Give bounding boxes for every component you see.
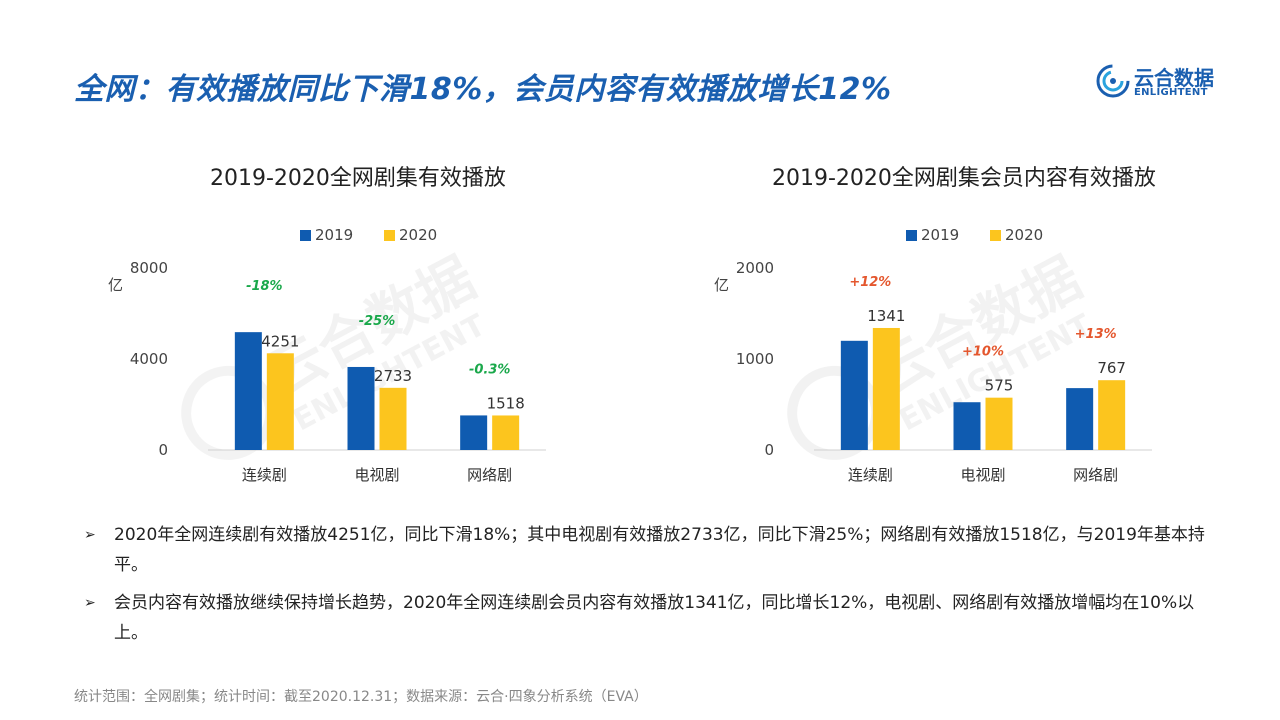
bullet-text: 2020年全网连续剧有效播放4251亿，同比下滑18%；其中电视剧有效播放273… bbox=[114, 525, 1205, 575]
bar-2020-网络剧 bbox=[1098, 380, 1126, 450]
logo-brand-text: 云合数据 bbox=[1134, 66, 1214, 90]
bar-2019-网络剧 bbox=[1066, 388, 1094, 450]
y-tick-label: 4000 bbox=[130, 350, 168, 368]
bar-2019-网络剧 bbox=[460, 415, 488, 450]
change-annotation: +10% bbox=[962, 345, 1004, 360]
y-tick-label: 1000 bbox=[736, 350, 774, 368]
legend-swatch-2020 bbox=[384, 230, 395, 241]
change-annotation: +13% bbox=[1075, 327, 1117, 342]
legend-swatch-2020 bbox=[990, 230, 1001, 241]
y-tick-label: 8000 bbox=[130, 259, 168, 277]
x-category-label: 电视剧 bbox=[354, 466, 399, 484]
legend-label-2020: 2020 bbox=[399, 226, 437, 244]
legend-swatch-2019 bbox=[906, 230, 917, 241]
y-tick-label: 0 bbox=[158, 441, 168, 459]
logo-icon bbox=[1096, 64, 1130, 98]
x-category-label: 网络剧 bbox=[1073, 466, 1118, 484]
bar-2020-连续剧 bbox=[266, 353, 294, 450]
footnote: 统计范围：全网剧集；统计时间：截至2020.12.31；数据来源：云合·四象分析… bbox=[74, 689, 648, 705]
data-label: 767 bbox=[1097, 359, 1126, 377]
x-category-label: 连续剧 bbox=[242, 466, 287, 484]
bullet-item: ➢ 会员内容有效播放继续保持增长趋势，2020年全网连续剧会员内容有效播放134… bbox=[84, 588, 1214, 648]
data-label: 2733 bbox=[374, 367, 412, 385]
data-label: 575 bbox=[985, 377, 1014, 395]
data-label: 1341 bbox=[867, 307, 905, 325]
logo-sub-text: ENLIGHTENT bbox=[1134, 87, 1208, 98]
y-tick-label: 2000 bbox=[736, 259, 774, 277]
bar-2020-网络剧 bbox=[492, 415, 520, 450]
arrow-bullet-icon: ➢ bbox=[84, 595, 96, 611]
legend-label-2019: 2019 bbox=[315, 226, 353, 244]
arrow-bullet-icon: ➢ bbox=[84, 527, 96, 543]
y-tick-label: 0 bbox=[764, 441, 774, 459]
brand-logo: 云合数据 ENLIGHTENT bbox=[1096, 60, 1216, 104]
page-title: 全网：有效播放同比下滑18%，会员内容有效播放增长12% bbox=[74, 72, 892, 107]
x-category-label: 网络剧 bbox=[467, 466, 512, 484]
bullet-list: ➢ 2020年全网连续剧有效播放4251亿，同比下滑18%；其中电视剧有效播放2… bbox=[84, 520, 1214, 656]
bar-2019-连续剧 bbox=[234, 332, 262, 450]
y-axis-unit-label: 亿 bbox=[714, 276, 729, 294]
legend-label-2020: 2020 bbox=[1005, 226, 1043, 244]
data-label: 1518 bbox=[487, 394, 525, 412]
bar-2020-连续剧 bbox=[872, 327, 900, 450]
change-annotation: -18% bbox=[246, 279, 283, 294]
bullet-text: 会员内容有效播放继续保持增长趋势，2020年全网连续剧会员内容有效播放1341亿… bbox=[114, 593, 1195, 643]
x-category-label: 电视剧 bbox=[960, 466, 1005, 484]
bar-2019-连续剧 bbox=[840, 340, 868, 450]
y-axis-unit-label: 亿 bbox=[108, 276, 123, 294]
data-label: 4251 bbox=[261, 332, 299, 350]
chart-title-left: 2019-2020全网剧集有效播放 bbox=[210, 166, 506, 191]
bar-2020-电视剧 bbox=[379, 387, 407, 450]
legend-swatch-2019 bbox=[300, 230, 311, 241]
legend-label-2019: 2019 bbox=[921, 226, 959, 244]
bar-2020-电视剧 bbox=[985, 397, 1013, 450]
x-category-label: 连续剧 bbox=[848, 466, 893, 484]
change-annotation: +12% bbox=[849, 275, 891, 290]
change-annotation: -25% bbox=[359, 314, 396, 329]
change-annotation: -0.3% bbox=[469, 362, 510, 377]
bar-2019-电视剧 bbox=[953, 402, 981, 450]
bar-2019-电视剧 bbox=[347, 366, 375, 450]
bullet-item: ➢ 2020年全网连续剧有效播放4251亿，同比下滑18%；其中电视剧有效播放2… bbox=[84, 520, 1214, 580]
chart-title-right: 2019-2020全网剧集会员内容有效播放 bbox=[772, 166, 1156, 191]
